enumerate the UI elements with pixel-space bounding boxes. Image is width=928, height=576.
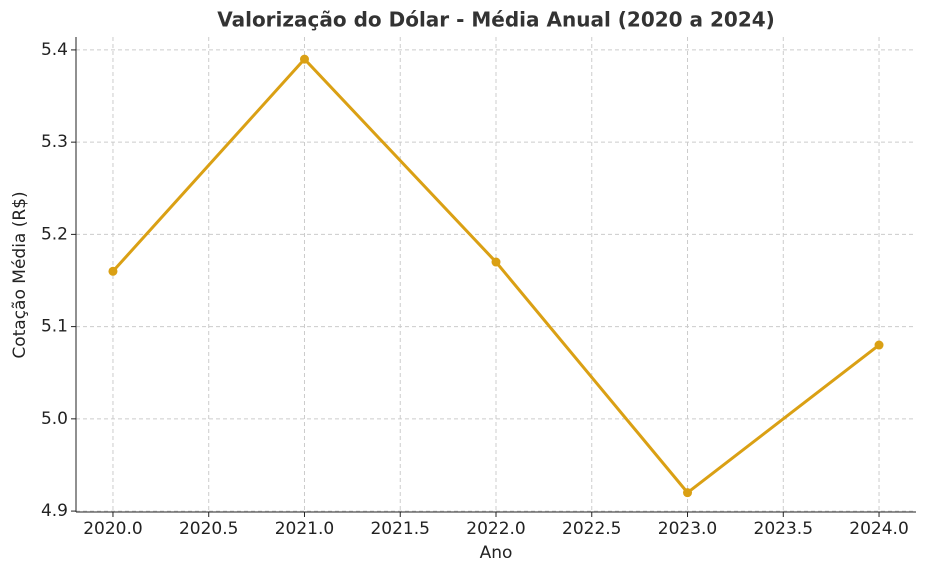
x-tick-label: 2022.5 — [562, 519, 621, 539]
marker — [874, 340, 884, 350]
x-tick-label: 2023.0 — [658, 519, 717, 539]
y-tick-label: 4.9 — [41, 501, 68, 521]
x-tick-label: 2020.0 — [83, 519, 142, 539]
x-tick-label: 2022.0 — [466, 519, 525, 539]
y-tick-label: 5.2 — [41, 224, 68, 244]
y-tick-label: 5.1 — [41, 317, 68, 337]
y-axis-label: Cotação Média (R$) — [10, 191, 30, 358]
marker — [299, 54, 309, 64]
x-axis-label: Ano — [480, 543, 513, 563]
y-tick-label: 5.0 — [41, 409, 68, 429]
x-tick-label: 2023.5 — [754, 519, 813, 539]
x-tick-label: 2024.0 — [849, 519, 908, 539]
chart-title: Valorização do Dólar - Média Anual (2020… — [217, 8, 775, 32]
x-tick-label: 2021.0 — [275, 519, 334, 539]
marker — [491, 257, 501, 267]
marker — [108, 266, 118, 276]
x-tick-label: 2020.5 — [179, 519, 238, 539]
x-tick-label: 2021.5 — [370, 519, 429, 539]
y-tick-label: 5.4 — [41, 40, 68, 60]
marker — [683, 488, 693, 498]
y-tick-label: 5.3 — [41, 132, 68, 152]
